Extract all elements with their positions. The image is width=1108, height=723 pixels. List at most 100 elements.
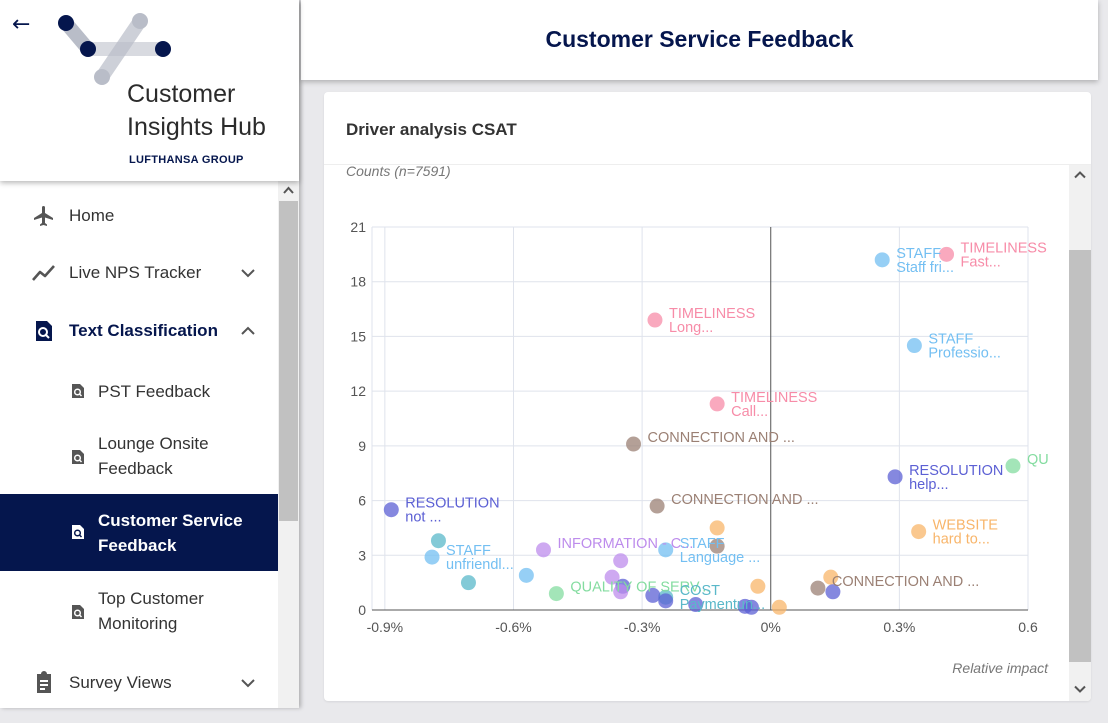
sidebar-item-text-classification[interactable]: Text Classification	[0, 311, 278, 351]
label-line: Monitoring	[98, 614, 178, 633]
sidebar-scrollbar-thumb[interactable]	[279, 201, 298, 521]
point-label: RESOLUTION	[909, 463, 1003, 479]
trend-line-icon	[31, 260, 57, 286]
card-title: Driver analysis CSAT	[346, 120, 517, 139]
y-tick-label: 21	[350, 219, 366, 235]
data-point	[825, 584, 841, 600]
point-sublabel: Long...	[669, 320, 713, 336]
point-sublabel: Professio...	[928, 346, 1001, 362]
sidebar-item-label: Home	[69, 206, 115, 225]
x-tick-label: -0.9%	[367, 619, 404, 635]
data-point	[688, 597, 704, 613]
label-line: Customer Service	[98, 511, 243, 530]
document-search-icon	[72, 450, 84, 464]
point-sublabel: hard to...	[933, 532, 990, 548]
data-point	[626, 436, 642, 452]
y-tick-label: 12	[350, 383, 366, 399]
data-point	[649, 498, 665, 514]
sidebar-subitem-label: Lounge Onsite Feedback	[98, 431, 209, 481]
data-point	[658, 542, 674, 558]
y-axis-title: Counts (n=7591)	[346, 163, 451, 179]
page-header: Customer Service Feedback	[301, 0, 1098, 80]
scroll-down-icon[interactable]	[1074, 683, 1086, 695]
data-point	[430, 533, 446, 549]
airplane-icon	[31, 203, 57, 229]
data-point	[906, 338, 922, 354]
data-point	[874, 252, 890, 268]
label-line: Top Customer	[98, 589, 204, 608]
point-sublabel: Paymentun...	[680, 597, 765, 613]
y-tick-label: 6	[358, 493, 366, 509]
logo-panel: ← Customer Insights Hub LUFTHANSA GROUP	[0, 0, 299, 181]
point-sublabel: unfriendl...	[446, 557, 514, 573]
scroll-up-icon[interactable]	[282, 184, 295, 197]
y-tick-label: 3	[358, 547, 366, 563]
point-label: STAFF	[680, 536, 725, 552]
x-tick-label: 0.3%	[883, 619, 915, 635]
card-divider	[324, 164, 1091, 165]
sidebar: ← Customer Insights Hub LUFTHANSA GROUP …	[0, 0, 299, 708]
data-point	[771, 599, 787, 615]
document-search-icon	[72, 525, 84, 539]
x-tick-label: -0.3%	[624, 619, 661, 635]
sidebar-subitem-customer-service-feedback[interactable]: Customer Service Feedback	[0, 494, 278, 571]
label-line: Lounge Onsite	[98, 434, 209, 453]
label-line: Feedback	[98, 459, 173, 478]
x-tick-label: -0.6%	[495, 619, 532, 635]
sidebar-scrollbar[interactable]	[278, 181, 299, 708]
point-label: CONNECTION AND ...	[832, 574, 979, 590]
sidebar-nav: Home Live NPS Tracker Text Classificatio…	[0, 181, 278, 708]
document-search-icon	[72, 605, 84, 619]
card-scrollbar-thumb[interactable]	[1069, 250, 1091, 662]
data-point	[518, 567, 534, 583]
point-label: RESOLUTION	[405, 496, 499, 512]
point-label: STAFF	[896, 246, 941, 262]
point-label: TIMELINESS	[669, 306, 755, 322]
card-scrollbar[interactable]	[1069, 165, 1091, 701]
sidebar-item-label: Text Classification	[69, 321, 218, 340]
x-tick-label: 0%	[761, 619, 781, 635]
sidebar-subitem-lounge-onsite-feedback[interactable]: Lounge Onsite Feedback	[0, 429, 278, 485]
document-search-icon	[72, 384, 84, 398]
data-point	[939, 246, 955, 262]
point-sublabel: Language ...	[680, 550, 761, 566]
sidebar-item-home[interactable]: Home	[0, 196, 278, 236]
data-point	[460, 575, 476, 591]
scroll-up-icon[interactable]	[1074, 169, 1086, 181]
hub-name-line2: Insights Hub	[127, 113, 266, 141]
x-axis-title: Relative impact	[952, 660, 1049, 676]
sidebar-subitem-label: Top Customer Monitoring	[98, 586, 204, 636]
point-sublabel: Call...	[731, 404, 768, 420]
sidebar-subitem-top-customer-monitoring[interactable]: Top Customer Monitoring	[0, 584, 278, 640]
data-point	[658, 593, 674, 609]
point-label: TIMELINESS	[731, 390, 817, 406]
data-point	[911, 524, 927, 540]
data-point	[810, 580, 826, 596]
data-point	[424, 549, 440, 565]
data-point	[613, 553, 629, 569]
data-point	[887, 469, 903, 485]
point-sublabel: not ...	[405, 510, 441, 526]
data-point	[750, 578, 766, 594]
driver-analysis-scatter-chart: Counts (n=7591) Relative impact 0 3 6 9 12 15 18…	[346, 163, 1049, 676]
data-point	[647, 312, 663, 328]
group-name: LUFTHANSA GROUP	[129, 154, 244, 166]
y-tick-label: 15	[350, 328, 366, 344]
x-tick-label: 0.6	[1018, 619, 1038, 635]
hub-name: Customer Insights Hub	[127, 78, 266, 144]
point-sublabel: help...	[909, 477, 949, 493]
sidebar-item-survey-views[interactable]: Survey Views	[0, 663, 278, 703]
page-title: Customer Service Feedback	[545, 26, 854, 52]
sidebar-item-live-nps-tracker[interactable]: Live NPS Tracker	[0, 253, 278, 293]
y-tick-label: 18	[350, 274, 366, 290]
sidebar-subitem-pst-feedback[interactable]: PST Feedback	[0, 371, 278, 411]
back-arrow-icon[interactable]: ←	[12, 12, 31, 37]
sidebar-item-label: Live NPS Tracker	[69, 263, 202, 282]
point-label: QUALITY OF SERV...	[570, 580, 710, 596]
data-point	[709, 396, 725, 412]
data-point	[743, 599, 759, 615]
point-label: INFORMATION - C...	[558, 536, 694, 552]
sidebar-subitem-label: Customer Service Feedback	[98, 508, 243, 558]
y-tick-label: 0	[358, 602, 366, 618]
data-point	[709, 520, 725, 536]
